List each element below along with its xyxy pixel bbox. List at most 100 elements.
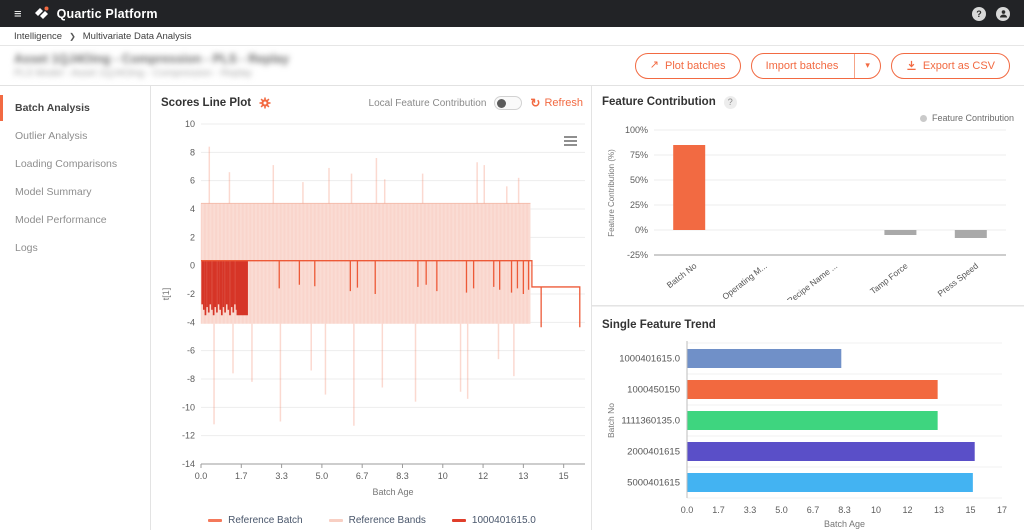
- svg-text:10: 10: [438, 471, 448, 481]
- asset-subtitle: PLS Model - Asset 1QJ4Oing - Compression…: [14, 68, 252, 79]
- scores-line-plot-chart: 10 8 6 4 2 0 -2 -4 -6 -8 -10 -12 -140.0 1.7 3.3 5.0 6.7 8…: [161, 119, 585, 497]
- svg-text:13: 13: [518, 471, 528, 481]
- refresh-button[interactable]: ↻ Refresh: [530, 96, 583, 110]
- svg-text:12: 12: [902, 505, 912, 515]
- svg-text:1000450150: 1000450150: [627, 385, 680, 396]
- sft-bar-1[interactable]: [687, 380, 938, 399]
- feature-contribution-help-icon[interactable]: ?: [723, 95, 737, 109]
- svg-text:2000401615: 2000401615: [627, 447, 680, 458]
- legend-item-reference-bands[interactable]: Reference Bands: [328, 515, 426, 526]
- chart-context-menu-icon[interactable]: [564, 136, 577, 146]
- fc-bar-4[interactable]: [954, 230, 987, 238]
- svg-text:0: 0: [190, 261, 195, 271]
- sidebar-item-batch-analysis[interactable]: Batch Analysis: [0, 94, 150, 122]
- legend-swatch-icon: [208, 519, 223, 522]
- svg-text:-14: -14: [182, 459, 195, 469]
- legend-item-1000401615-0[interactable]: 1000401615.0: [451, 515, 536, 526]
- quartic-logo: Quartic Platform: [34, 6, 158, 21]
- import-dropdown-caret[interactable]: ▾: [854, 53, 880, 78]
- help-icon[interactable]: ?: [972, 6, 986, 21]
- app-title: Quartic Platform: [56, 6, 158, 21]
- svg-text:6: 6: [190, 176, 195, 186]
- local-feature-contribution-toggle[interactable]: [494, 96, 523, 110]
- svg-text:3.3: 3.3: [744, 505, 757, 515]
- sidebar-item-model-summary[interactable]: Model Summary: [15, 186, 92, 198]
- svg-text:Tamp Force: Tamp Force: [868, 261, 910, 297]
- user-avatar-icon[interactable]: [996, 6, 1010, 21]
- sidebar-item-loading-comparisons[interactable]: Loading Comparisons: [15, 158, 118, 170]
- legend-dot-icon: [919, 114, 927, 122]
- svg-text:Operating M...: Operating M...: [720, 261, 769, 300]
- svg-text:0%: 0%: [635, 225, 648, 235]
- svg-text:1000401615.0: 1000401615.0: [619, 354, 680, 365]
- svg-text:8.3: 8.3: [838, 505, 851, 515]
- import-batches-button[interactable]: Import batches ▾: [750, 52, 881, 79]
- feature-contribution-title: Feature Contribution: [602, 96, 716, 108]
- download-icon: [907, 60, 916, 70]
- menu-icon[interactable]: ≡: [14, 6, 22, 21]
- toggle-knob: [497, 98, 507, 108]
- svg-text:50%: 50%: [630, 175, 648, 185]
- gear-icon[interactable]: [259, 97, 271, 109]
- sft-bar-4[interactable]: [687, 473, 973, 492]
- svg-text:5000401615: 5000401615: [627, 478, 680, 489]
- svg-text:-8: -8: [187, 374, 195, 384]
- svg-text:-4: -4: [187, 317, 195, 327]
- sidebar-item-logs[interactable]: Logs: [15, 242, 38, 254]
- svg-text:-25%: -25%: [627, 250, 648, 260]
- sft-bar-3[interactable]: [687, 442, 975, 461]
- sft-bar-0[interactable]: [687, 349, 842, 368]
- svg-text:2: 2: [190, 232, 195, 242]
- asset-titles: Asset 1QJ4Oing - Compression - PLS - Rep…: [14, 52, 289, 79]
- breadcrumb-multivariate[interactable]: Multivariate Data Analysis: [82, 30, 192, 42]
- svg-text:8.3: 8.3: [396, 471, 409, 481]
- svg-text:13: 13: [934, 505, 944, 515]
- refresh-label: Refresh: [544, 97, 583, 109]
- breadcrumb-intelligence[interactable]: Intelligence: [14, 30, 63, 42]
- sidebar-item-outlier-analysis[interactable]: Outlier Analysis: [15, 130, 88, 142]
- svg-text:12: 12: [478, 471, 488, 481]
- refresh-icon: ↻: [530, 96, 541, 110]
- svg-text:5.0: 5.0: [316, 471, 329, 481]
- svg-text:Recipe Name ...: Recipe Name ...: [785, 261, 839, 300]
- local-feature-contribution-label: Local Feature Contribution: [368, 97, 487, 109]
- feature-contribution-chart: 100% 75% 50% 25% 0% -25% Batch No Operating M..…: [607, 125, 1006, 306]
- svg-text:0.0: 0.0: [195, 471, 208, 481]
- fc-bar-0[interactable]: [673, 145, 706, 230]
- asset-title: Asset 1QJ4Oing - Compression - PLS - Rep…: [14, 52, 290, 66]
- svg-text:Batch Age: Batch Age: [372, 487, 413, 497]
- fc-bar-3[interactable]: [884, 230, 917, 235]
- svg-text:1.7: 1.7: [235, 471, 248, 481]
- svg-text:Batch No: Batch No: [665, 261, 699, 291]
- plot-batches-button[interactable]: ↗ Plot batches: [634, 52, 741, 79]
- svg-text:3.3: 3.3: [275, 471, 288, 481]
- svg-text:0.0: 0.0: [681, 505, 694, 515]
- quartic-logo-icon: [34, 6, 49, 19]
- svg-text:25%: 25%: [630, 200, 648, 210]
- export-csv-label: Export as CSV: [922, 59, 995, 72]
- svg-text:-2: -2: [187, 289, 195, 299]
- arrow-up-right-icon: ↗: [649, 59, 660, 71]
- svg-text:Batch Age: Batch Age: [824, 519, 865, 529]
- legend-swatch-icon: [451, 519, 466, 522]
- single-feature-trend-panel: Single Feature Trend 1000401615.0 1000450…: [592, 307, 1024, 530]
- svg-text:-12: -12: [182, 431, 195, 441]
- svg-text:8: 8: [190, 147, 195, 157]
- sft-bar-2[interactable]: [687, 411, 938, 430]
- svg-text:t[1]: t[1]: [161, 288, 171, 301]
- page-header: Asset 1QJ4Oing - Compression - PLS - Rep…: [0, 46, 1024, 86]
- legend-swatch-icon: [328, 519, 343, 522]
- svg-text:10: 10: [871, 505, 881, 515]
- sidebar-item-model-performance[interactable]: Model Performance: [15, 214, 107, 226]
- feature-contribution-panel: Feature Contribution ? Feature Contribut…: [592, 86, 1024, 306]
- plot-batches-label: Plot batches: [665, 59, 726, 72]
- sidebar-nav: Batch Analysis Outlier Analysis Loading Co…: [0, 86, 151, 530]
- top-navbar: ≡ Quartic Platform ?: [0, 0, 1024, 27]
- svg-text:-10: -10: [182, 402, 195, 412]
- breadcrumb: Intelligence ❯ Multivariate Data Analysi…: [0, 27, 1024, 46]
- svg-text:4: 4: [190, 204, 195, 214]
- legend-item-reference-batch[interactable]: Reference Batch: [208, 515, 303, 526]
- import-batches-label[interactable]: Import batches: [765, 59, 839, 72]
- svg-text:Feature Contribution (%): Feature Contribution (%): [607, 149, 616, 237]
- export-csv-button[interactable]: Export as CSV: [890, 52, 1010, 79]
